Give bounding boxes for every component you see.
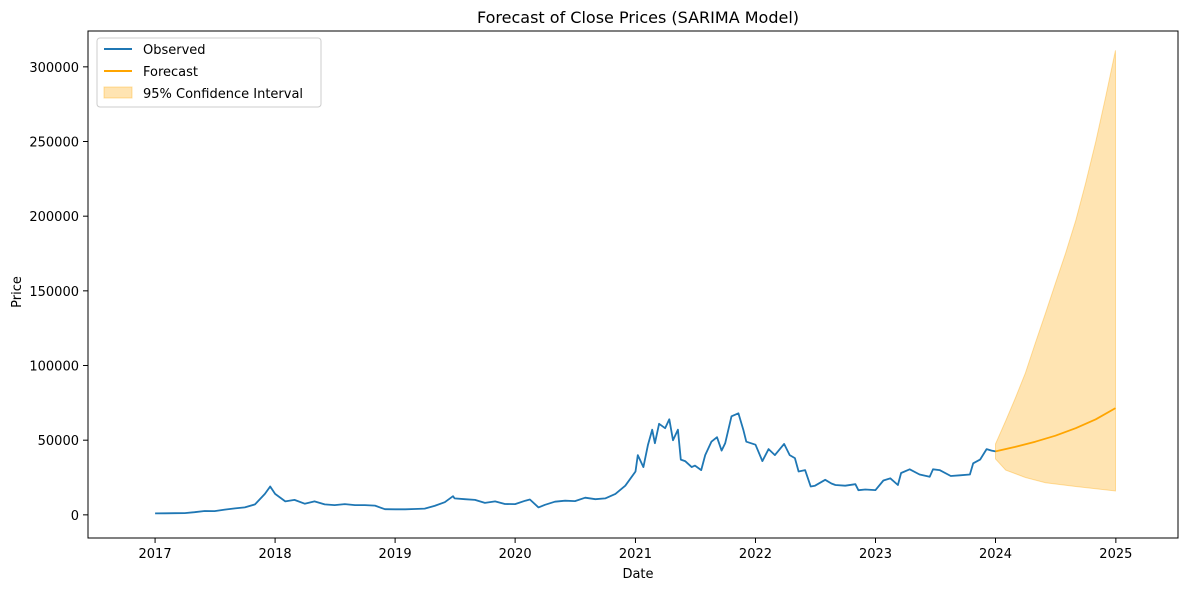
- legend-ci-label: 95% Confidence Interval: [143, 87, 303, 102]
- legend-observed-label: Observed: [143, 43, 206, 58]
- x-tick-label: 2022: [739, 547, 772, 562]
- x-tick-label: 2020: [499, 547, 532, 562]
- legend-box: [96, 37, 322, 108]
- axes-frame: [87, 30, 1179, 539]
- legend-ci-swatch: [103, 86, 133, 99]
- y-axis-label: Price: [10, 276, 25, 308]
- x-tick-label: 2023: [859, 547, 892, 562]
- x-tick-label: 2024: [979, 547, 1012, 562]
- legend-forecast-label: Forecast: [143, 65, 198, 80]
- x-tick-label: 2018: [259, 547, 292, 562]
- legend: Observed Forecast 95% Confidence Interva…: [96, 37, 322, 108]
- x-tick-label: 2019: [379, 547, 412, 562]
- chart-title: Forecast of Close Prices (SARIMA Model): [477, 8, 799, 27]
- series-forecast-line: [995, 407, 1116, 453]
- confidence-interval-band: [995, 50, 1116, 492]
- y-tick-label: 50000: [38, 434, 79, 449]
- y-tick-label: 150000: [29, 285, 79, 300]
- y-tick-label: 200000: [29, 210, 79, 225]
- x-tick-label: 2021: [619, 547, 652, 562]
- x-tick-label: 2025: [1099, 547, 1132, 562]
- x-axis-label: Date: [622, 567, 653, 582]
- y-tick-label: 250000: [29, 136, 79, 151]
- y-tick-label: 0: [71, 509, 79, 524]
- plot-area: 2017 2018 2019 2020 2021 2022 2023 2024 2025 0 500…: [29, 30, 1179, 562]
- y-tick-label: 100000: [29, 360, 79, 375]
- y-tick-label: 300000: [29, 61, 79, 76]
- series-observed-line: [155, 412, 996, 515]
- x-tick-label: 2017: [139, 547, 172, 562]
